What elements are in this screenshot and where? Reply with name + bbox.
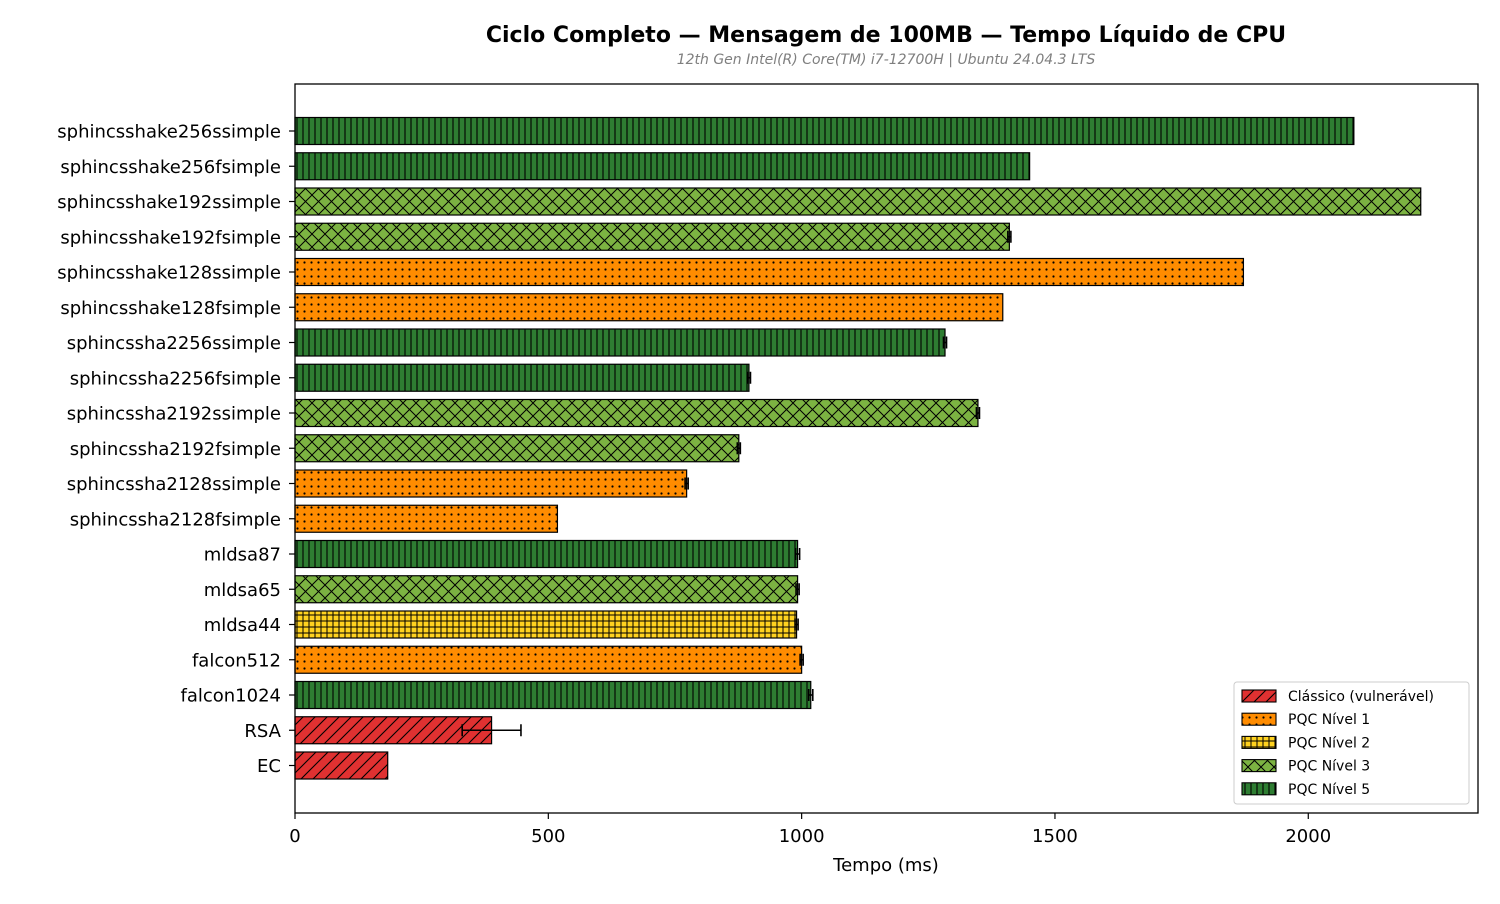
error-bar-falcon512 — [799, 653, 804, 666]
error-bar-sphincssha2192ssimple — [975, 407, 981, 419]
bar-sphincssha2128fsimple — [294, 504, 559, 533]
x-axis-label: Tempo (ms) — [832, 855, 939, 876]
x-tick-label: 0 — [289, 826, 300, 847]
y-tick-label: sphincsshake128ssimple — [57, 263, 281, 284]
bar-mldsa65 — [294, 575, 799, 604]
y-tick-label: falcon1024 — [181, 686, 282, 707]
chart-subtitle: 12th Gen Intel(R) Core(TM) i7-12700H | U… — [677, 52, 1096, 68]
legend-item: PQC Nível 2 — [1241, 735, 1370, 751]
y-tick-label: sphincsshake128fsimple — [60, 298, 281, 319]
error-bar-falcon1024 — [807, 689, 814, 701]
error-bar-mldsa87 — [794, 548, 801, 560]
bar-sphincsshake256ssimple — [294, 116, 1355, 146]
legend-label: Clássico (vulnerável) — [1288, 689, 1434, 705]
error-bar-sphincssha2256ssimple — [942, 336, 948, 349]
bar-sphincsshake192ssimple — [294, 187, 1422, 216]
y-tick-label: sphincsshake192ssimple — [57, 192, 281, 213]
ticks-layer: sphincsshake256ssimple sphincsshake256fsi… — [57, 122, 1331, 848]
y-tick-label: sphincssha2192fsimple — [70, 439, 281, 460]
error-bar-sphincssha2256fsimple — [746, 371, 752, 384]
bar-mldsa44 — [294, 610, 798, 639]
bars-layer — [294, 116, 1422, 780]
bar-sphincssha2256ssimple — [294, 328, 946, 357]
y-tick-label: sphincsshake192fsimple — [60, 227, 281, 248]
legend-swatch — [1241, 759, 1277, 773]
bar-sphincssha2256fsimple — [294, 363, 750, 392]
legend-swatch — [1241, 782, 1277, 796]
bar-sphincsshake128ssimple — [294, 257, 1245, 287]
legend-item: PQC Nível 5 — [1241, 782, 1370, 798]
bar-EC — [294, 751, 389, 780]
y-tick-label: falcon512 — [192, 650, 281, 671]
x-tick-label: 2000 — [1285, 826, 1331, 847]
error-bar-sphincssha2192fsimple — [736, 442, 742, 455]
bar-falcon512 — [294, 645, 803, 674]
y-tick-label: sphincssha2192ssimple — [67, 404, 281, 425]
error-bar-sphincsshake192fsimple — [1007, 230, 1012, 243]
legend: Clássico (vulnerável) PQC Nível 1 PQC Níve… — [1233, 681, 1470, 805]
bar-sphincsshake192fsimple — [294, 222, 1010, 251]
bar-sphincssha2192fsimple — [294, 434, 740, 463]
legend-label: PQC Nível 1 — [1288, 712, 1370, 728]
y-tick-label: sphincssha2256fsimple — [70, 368, 281, 389]
bar-sphincssha2192ssimple — [294, 398, 979, 428]
bar-mldsa87 — [294, 539, 799, 569]
y-tick-label: sphincssha2128fsimple — [70, 509, 281, 530]
y-tick-label: mldsa44 — [204, 615, 281, 636]
legend-swatch — [1241, 712, 1277, 726]
x-tick-label: 1000 — [779, 826, 825, 847]
bar-sphincsshake128fsimple — [294, 293, 1004, 322]
error-bar-sphincssha2128ssimple — [684, 477, 689, 490]
bar-sphincsshake256fsimple — [294, 152, 1031, 181]
error-bar-mldsa65 — [795, 583, 800, 596]
x-tick-label: 1500 — [1032, 826, 1078, 847]
legend-item: Clássico (vulnerável) — [1241, 689, 1434, 705]
chart-title: Ciclo Completo — Mensagem de 100MB — Tem… — [486, 23, 1286, 48]
y-tick-label: sphincssha2128ssimple — [67, 474, 281, 495]
legend-label: PQC Nível 2 — [1288, 735, 1370, 751]
bar-falcon1024 — [294, 680, 812, 710]
bar-sphincssha2128ssimple — [294, 469, 688, 498]
legend-swatch — [1241, 689, 1277, 703]
y-tick-label: mldsa65 — [204, 580, 281, 601]
legend-swatch — [1241, 735, 1277, 749]
legend-label: PQC Nível 3 — [1288, 759, 1370, 775]
y-tick-label: RSA — [244, 721, 281, 742]
y-tick-label: mldsa87 — [204, 545, 281, 566]
y-tick-label: sphincsshake256fsimple — [60, 157, 281, 178]
legend-label: PQC Nível 5 — [1288, 782, 1370, 798]
legend-item: PQC Nível 1 — [1241, 712, 1370, 728]
y-tick-label: sphincsshake256ssimple — [57, 122, 281, 143]
legend-frame — [1233, 681, 1470, 805]
error-bar-mldsa44 — [794, 618, 799, 631]
legend-item: PQC Nível 3 — [1241, 759, 1370, 775]
error-bar-RSA — [461, 724, 522, 737]
x-tick-label: 500 — [531, 826, 565, 847]
y-tick-label: sphincssha2256ssimple — [67, 333, 281, 354]
plot-frame — [294, 83, 1479, 814]
y-tick-label: EC — [257, 756, 281, 777]
